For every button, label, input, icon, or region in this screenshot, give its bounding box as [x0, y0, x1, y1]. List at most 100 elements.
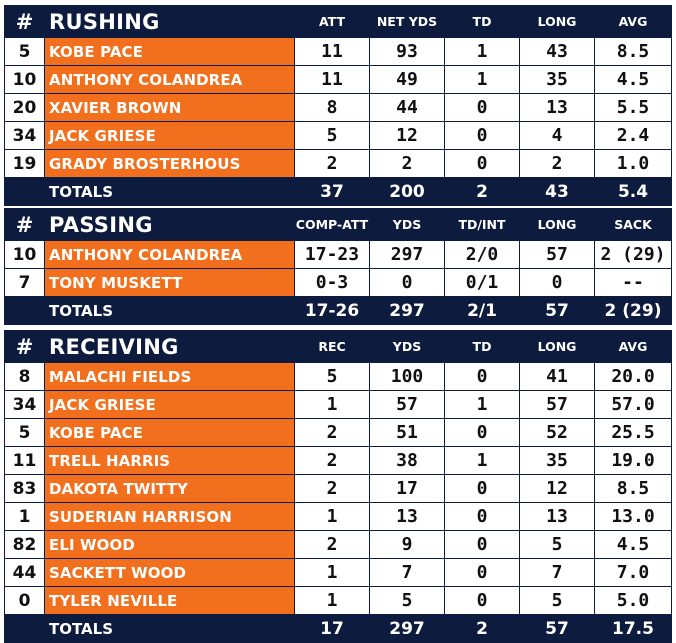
player-name: JACK GRIESE: [44, 121, 295, 150]
stat-cell: 7.0: [594, 558, 672, 587]
stat-cell: 1: [294, 390, 370, 419]
stat-cell: 52: [519, 418, 595, 447]
stat-cell: 43: [519, 37, 595, 66]
column-header: YDS: [369, 330, 445, 363]
player-name: TRELL HARRIS: [44, 446, 295, 475]
player-name: TONY MUSKETT: [44, 268, 295, 297]
stat-cell: 2/0: [444, 240, 520, 269]
passing-totals-row: TOTALS 17-26 297 2/1 57 2 (29): [4, 296, 672, 325]
stat-cell: 2: [294, 474, 370, 503]
stat-cell: 20.0: [594, 362, 672, 391]
jersey-number: 1: [4, 502, 45, 531]
stat-cell: 13: [519, 93, 595, 122]
player-row: 1 SUDERIAN HARRISON 1 13 0 13 13.0: [4, 502, 672, 531]
stat-cell: 1: [294, 586, 370, 615]
player-row: 7 TONY MUSKETT 0-3 0 0/1 0 --: [4, 268, 672, 297]
totals-spacer: [4, 177, 45, 206]
jersey-number: 5: [4, 37, 45, 66]
total-stat-cell: 2 (29): [594, 296, 672, 325]
stat-cell: 0: [444, 121, 520, 150]
stat-cell: 2: [294, 418, 370, 447]
stat-cell: 5: [294, 362, 370, 391]
player-name: SACKETT WOOD: [44, 558, 295, 587]
stat-cell: --: [594, 268, 672, 297]
totals-label: TOTALS: [44, 614, 295, 643]
player-row: 5 KOBE PACE 2 51 0 52 25.5: [4, 418, 672, 447]
player-name: ELI WOOD: [44, 530, 295, 559]
player-row: 5 KOBE PACE 11 93 1 43 8.5: [4, 37, 672, 66]
total-stat-cell: 2: [444, 177, 520, 206]
stat-cell: 2: [369, 149, 445, 178]
totals-spacer: [4, 296, 45, 325]
stat-cell: 44: [369, 93, 445, 122]
totals-spacer: [4, 614, 45, 643]
stat-cell: 0: [444, 93, 520, 122]
passing-section-title: PASSING: [44, 208, 295, 241]
stat-cell: 5: [369, 586, 445, 615]
jersey-number: 11: [4, 446, 45, 475]
column-header: COMP-ATT: [294, 208, 370, 241]
column-header: LONG: [519, 5, 595, 38]
jersey-number: 44: [4, 558, 45, 587]
player-name: ANTHONY COLANDREA: [44, 65, 295, 94]
total-stat-cell: 57: [519, 614, 595, 643]
receiving-table: # RECEIVING REC YDS TD LONG AVG 8 MALACHI FIELDS…: [4, 330, 672, 643]
player-name: KOBE PACE: [44, 37, 295, 66]
totals-label: TOTALS: [44, 177, 295, 206]
player-name: KOBE PACE: [44, 418, 295, 447]
stat-cell: 1: [444, 390, 520, 419]
stat-cell: 13: [519, 502, 595, 531]
jersey-number: 34: [4, 390, 45, 419]
stat-cell: 7: [369, 558, 445, 587]
stat-cell: 1.0: [594, 149, 672, 178]
column-header: YDS: [369, 208, 445, 241]
stat-cell: 0: [444, 586, 520, 615]
player-name: XAVIER BROWN: [44, 93, 295, 122]
stat-cell: 1: [294, 502, 370, 531]
player-row: 44 SACKETT WOOD 1 7 0 7 7.0: [4, 558, 672, 587]
stat-cell: 17: [369, 474, 445, 503]
jersey-number: 19: [4, 149, 45, 178]
stat-cell: 7: [519, 558, 595, 587]
rushing-section-title: RUSHING: [44, 5, 295, 38]
stat-cell: 2: [294, 530, 370, 559]
total-stat-cell: 57: [519, 296, 595, 325]
stat-cell: 0: [444, 558, 520, 587]
total-stat-cell: 5.4: [594, 177, 672, 206]
player-row: 0 TYLER NEVILLE 1 5 0 5 5.0: [4, 586, 672, 615]
total-stat-cell: 2/1: [444, 296, 520, 325]
stat-cell: 17-23: [294, 240, 370, 269]
stat-cell: 100: [369, 362, 445, 391]
player-row: 34 JACK GRIESE 1 57 1 57 57.0: [4, 390, 672, 419]
stat-cell: 1: [444, 65, 520, 94]
column-header: TD/INT: [444, 208, 520, 241]
player-name: ANTHONY COLANDREA: [44, 240, 295, 269]
stat-cell: 4.5: [594, 65, 672, 94]
column-header: NET YDS: [369, 5, 445, 38]
stat-cell: 4.5: [594, 530, 672, 559]
stat-cell: 13: [369, 502, 445, 531]
stat-cell: 0: [519, 268, 595, 297]
player-row: 19 GRADY BROSTERHOUS 2 2 0 2 1.0: [4, 149, 672, 178]
stat-cell: 12: [519, 474, 595, 503]
jersey-number: 0: [4, 586, 45, 615]
stat-cell: 0-3: [294, 268, 370, 297]
player-row: 83 DAKOTA TWITTY 2 17 0 12 8.5: [4, 474, 672, 503]
jersey-number: 10: [4, 65, 45, 94]
total-stat-cell: 17.5: [594, 614, 672, 643]
stat-cell: 0: [444, 502, 520, 531]
number-column-header: #: [4, 5, 45, 38]
stat-cell: 8.5: [594, 37, 672, 66]
total-stat-cell: 37: [294, 177, 370, 206]
rushing-totals-row: TOTALS 37 200 2 43 5.4: [4, 177, 672, 206]
stat-cell: 0: [369, 268, 445, 297]
stat-cell: 8.5: [594, 474, 672, 503]
jersey-number: 10: [4, 240, 45, 269]
stat-cell: 57: [519, 240, 595, 269]
stat-cell: 57: [369, 390, 445, 419]
column-header: ATT: [294, 5, 370, 38]
column-header: SACK: [594, 208, 672, 241]
column-header: TD: [444, 5, 520, 38]
stat-cell: 9: [369, 530, 445, 559]
receiving-totals-row: TOTALS 17 297 2 57 17.5: [4, 614, 672, 643]
